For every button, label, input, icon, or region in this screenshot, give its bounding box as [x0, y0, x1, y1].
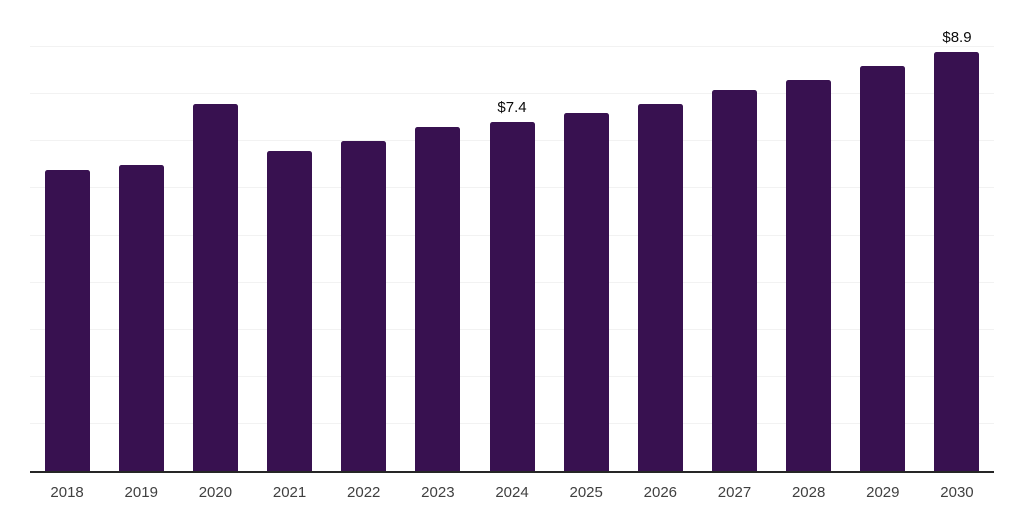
bar-slot-2019 — [104, 0, 178, 471]
x-axis-label-2030: 2030 — [940, 484, 974, 501]
plot-area: $7.4 $8.9 — [30, 0, 994, 473]
bar-2020 — [192, 103, 238, 471]
bar-2019 — [118, 164, 164, 471]
bar-slot-2029 — [846, 0, 920, 471]
x-axis-label-2018: 2018 — [50, 484, 84, 501]
gridline-9 — [30, 46, 994, 48]
value-label-2030: $8.9 — [942, 28, 972, 46]
bar-2024 — [489, 122, 535, 471]
bar-slot-2025 — [549, 0, 623, 471]
bar-2026 — [637, 103, 683, 471]
x-axis-label-2027: 2027 — [717, 484, 752, 501]
bar-2023 — [415, 127, 461, 471]
bars-row: $7.4 $8.9 — [30, 0, 994, 471]
x-axis-label-2022: 2022 — [347, 484, 381, 501]
x-axis-label-2023: 2023 — [421, 484, 455, 501]
gridline-8 — [30, 93, 994, 95]
x-axis-label-2026: 2026 — [643, 484, 678, 501]
x-axis-label-2019: 2019 — [124, 484, 158, 501]
bar-slot-2024: $7.4 — [475, 0, 549, 471]
bar-slot-2021 — [252, 0, 326, 471]
bar-slot-2028 — [772, 0, 846, 471]
bar-slot-2027 — [697, 0, 771, 471]
bar-slot-2022 — [327, 0, 401, 471]
x-axis-label-2029: 2029 — [866, 484, 900, 501]
bar-slot-2023 — [401, 0, 475, 471]
bar-2027 — [711, 89, 757, 471]
x-axis-label-2024: 2024 — [495, 484, 529, 501]
bar-2025 — [563, 113, 609, 471]
value-label-2024: $7.4 — [497, 99, 527, 117]
x-axis-label-2028: 2028 — [791, 484, 826, 501]
bar-2022 — [341, 141, 387, 471]
x-axis-label-2025: 2025 — [569, 484, 603, 501]
x-axis-label-2020: 2020 — [198, 484, 233, 501]
bar-2018 — [44, 169, 90, 471]
bar-slot-2020 — [178, 0, 252, 471]
x-axis-labels: 2018 2019 2020 2021 2022 2023 2024 2025 2026 2027… — [30, 473, 994, 500]
x-axis-label-2021: 2021 — [272, 484, 307, 501]
bar-slot-2018 — [30, 0, 104, 471]
bar-2030 — [934, 51, 980, 471]
bar-slot-2026 — [623, 0, 697, 471]
bar-2028 — [786, 80, 832, 471]
bar-slot-2030: $8.9 — [920, 0, 994, 471]
bar-2029 — [860, 65, 906, 471]
bar-2021 — [267, 150, 313, 471]
